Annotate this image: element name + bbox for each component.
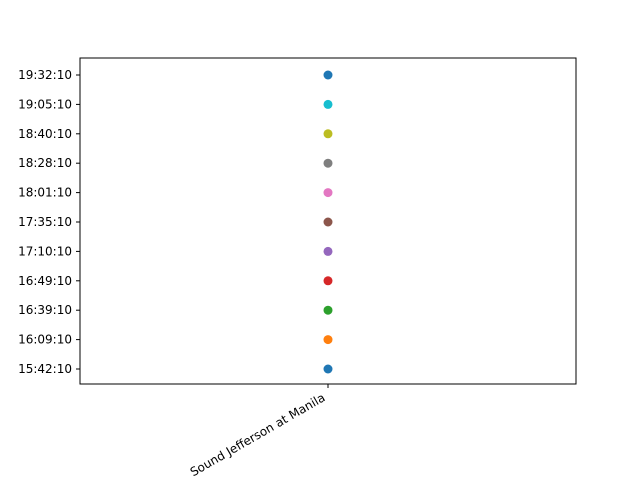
data-point xyxy=(323,158,333,168)
data-point xyxy=(323,276,333,286)
y-tick-label: 17:10:10 xyxy=(18,244,72,258)
y-tick-label: 18:01:10 xyxy=(18,186,72,200)
y-tick-label: 19:32:10 xyxy=(18,68,72,82)
y-tick-label: 18:28:10 xyxy=(18,156,72,170)
x-tick-label: Sound Jefferson at Manila xyxy=(188,390,328,479)
data-point xyxy=(323,70,333,80)
data-point xyxy=(323,129,333,139)
data-point xyxy=(323,99,333,109)
data-point xyxy=(323,364,333,374)
y-tick-label: 19:05:10 xyxy=(18,97,72,111)
y-tick-label: 16:09:10 xyxy=(18,333,72,347)
data-point xyxy=(323,188,333,198)
data-points xyxy=(323,70,333,374)
data-point xyxy=(323,246,333,256)
y-tick-label: 18:40:10 xyxy=(18,127,72,141)
x-axis: Sound Jefferson at Manila xyxy=(188,384,329,479)
y-tick-label: 16:39:10 xyxy=(18,303,72,317)
data-point xyxy=(323,305,333,315)
y-axis: 15:42:10 16:09:10 16:39:10 16:49:10 17:10:10… xyxy=(18,68,80,376)
data-point xyxy=(323,217,333,227)
data-point xyxy=(323,335,333,345)
y-tick-label: 16:49:10 xyxy=(18,274,72,288)
y-tick-label: 15:42:10 xyxy=(18,362,72,376)
y-tick-label: 17:35:10 xyxy=(18,215,72,229)
